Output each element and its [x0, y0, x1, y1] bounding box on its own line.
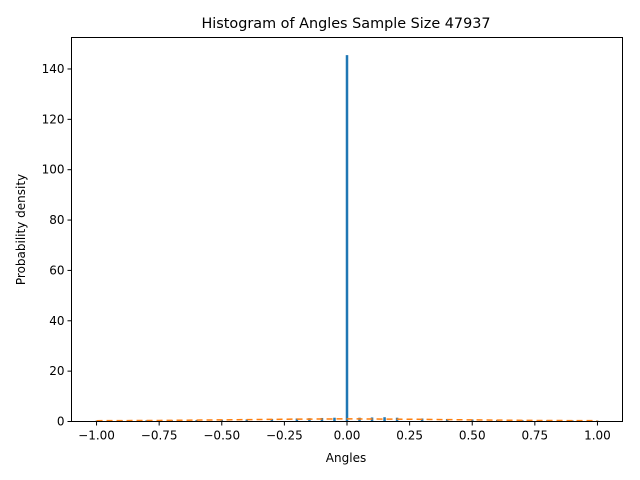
x-tick-label: −0.75 [141, 429, 178, 443]
histogram-bar [383, 417, 386, 422]
histogram-bar [245, 419, 249, 422]
x-tick-label: 0.50 [459, 429, 486, 443]
x-tick-label: 0.75 [521, 429, 548, 443]
plot-area [95, 55, 599, 422]
histogram-bar [345, 55, 349, 422]
histogram-bar [308, 418, 311, 422]
chart-title: Histogram of Angles Sample Size 47937 [201, 16, 490, 32]
y-tick-label: 40 [49, 314, 64, 328]
y-tick-label: 120 [42, 112, 65, 126]
histogram-bar [295, 418, 299, 422]
x-tick-label: 0.00 [334, 429, 361, 443]
histogram-bar [270, 418, 274, 422]
y-tick-label: 100 [42, 163, 65, 177]
plot-frame [71, 37, 623, 422]
y-tick-label: 80 [49, 213, 64, 227]
x-tick-label: −0.50 [203, 429, 240, 443]
density-line [96, 418, 598, 422]
y-tick-label: 20 [49, 364, 64, 378]
x-axis-ticks: −1.00 −0.75 −0.50 −0.25 0.00 0.25 0.50 0.75 1.00 [78, 421, 611, 443]
x-tick-label: −0.25 [266, 429, 303, 443]
x-tick-label: 1.00 [584, 429, 611, 443]
y-axis-label: Probability density [14, 174, 28, 285]
histogram-bar [333, 417, 336, 422]
x-tick-label: 0.25 [396, 429, 423, 443]
x-axis-label: Angles [326, 451, 366, 465]
y-tick-label: 140 [42, 62, 65, 76]
y-tick-label: 0 [57, 415, 65, 429]
x-tick-label: −1.00 [78, 429, 115, 443]
y-axis-ticks: 0 20 40 60 80 100 120 140 [42, 62, 72, 429]
y-tick-label: 60 [49, 263, 64, 277]
